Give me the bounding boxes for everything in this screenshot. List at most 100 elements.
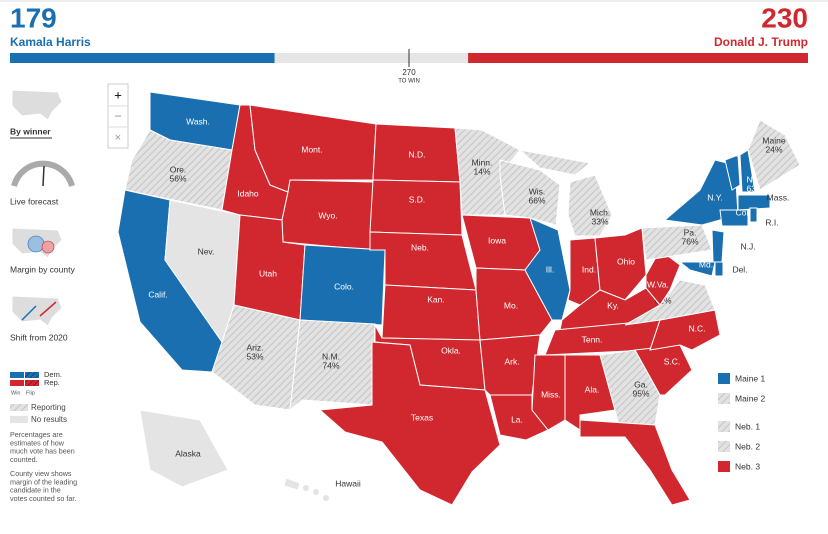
state-label: Kan. bbox=[427, 294, 445, 304]
state-shape bbox=[737, 194, 771, 211]
state[interactable]: Ill. bbox=[524, 217, 571, 321]
state-label: Pa. bbox=[684, 227, 697, 237]
state-label: Fla. bbox=[668, 446, 682, 456]
view-option[interactable]: By winner bbox=[10, 84, 66, 139]
state-label: Maine bbox=[762, 135, 785, 145]
state-label: N.M. bbox=[322, 351, 340, 361]
state[interactable]: Mich.33% bbox=[518, 149, 613, 237]
state-label: Texas bbox=[411, 412, 433, 422]
state-shape bbox=[747, 119, 801, 191]
gauge bbox=[11, 160, 75, 187]
state-shape bbox=[749, 207, 758, 223]
state[interactable]: Hawaii bbox=[283, 477, 361, 491]
us-thumb bbox=[11, 89, 63, 121]
state[interactable]: R.I. bbox=[749, 207, 779, 227]
district-label: Neb. 3 bbox=[735, 461, 760, 471]
state-shape bbox=[719, 209, 749, 227]
state[interactable]: Vt. bbox=[724, 148, 741, 191]
state-shape bbox=[714, 261, 724, 277]
legend-win: Win bbox=[11, 390, 20, 396]
bubble bbox=[41, 240, 55, 254]
note: candidate in the bbox=[10, 486, 61, 495]
legend-reporting: Reporting bbox=[31, 403, 66, 412]
state-label: Hawaii bbox=[335, 478, 361, 488]
state-shape bbox=[678, 261, 716, 277]
district-label: Neb. 1 bbox=[735, 421, 760, 431]
state[interactable]: Ohio bbox=[594, 227, 647, 301]
state[interactable]: Fla. bbox=[579, 419, 691, 506]
state-label: N.J. bbox=[740, 241, 755, 251]
district-swatch bbox=[718, 441, 730, 452]
island bbox=[323, 495, 329, 501]
district[interactable]: Maine 2 bbox=[718, 393, 766, 404]
rep-bar bbox=[468, 53, 808, 63]
state-label: Wash. bbox=[186, 116, 210, 126]
state-label: Tenn. bbox=[582, 334, 603, 344]
win-votes: 270 bbox=[402, 68, 416, 77]
view-label: By winner bbox=[10, 126, 51, 136]
state[interactable]: Pa.76% bbox=[641, 224, 713, 261]
state-label: W.Va. bbox=[647, 279, 669, 289]
state[interactable]: Texas bbox=[318, 341, 501, 506]
state-label: Mo. bbox=[504, 300, 518, 310]
state[interactable]: Del. bbox=[714, 261, 748, 277]
win-label: TO WIN bbox=[398, 79, 420, 85]
zoom-out[interactable]: − bbox=[114, 108, 122, 123]
state[interactable]: Wyo. bbox=[281, 179, 374, 251]
state[interactable]: Mass. bbox=[737, 192, 790, 211]
state-label: Vt. bbox=[730, 148, 740, 158]
state-pct: 24% bbox=[765, 144, 782, 154]
state-label: Del. bbox=[732, 264, 747, 274]
state[interactable]: Conn. bbox=[719, 207, 758, 227]
state-label: Ohio bbox=[617, 256, 635, 266]
district[interactable]: Maine 1 bbox=[718, 373, 766, 384]
state[interactable]: Kan. bbox=[381, 284, 481, 341]
reporting-swatch bbox=[10, 404, 28, 411]
state[interactable]: N.D. bbox=[372, 123, 461, 183]
view-label: Margin by county bbox=[10, 264, 75, 274]
state[interactable]: Neb. bbox=[369, 231, 477, 291]
zoom-in[interactable]: + bbox=[114, 87, 122, 102]
dem-votes: 179 bbox=[10, 2, 57, 33]
district[interactable]: Neb. 3 bbox=[718, 461, 760, 472]
state-label: Md. bbox=[699, 259, 713, 269]
arrow bbox=[21, 305, 37, 321]
reset[interactable]: × bbox=[115, 132, 121, 144]
state-pct: 63% bbox=[746, 183, 763, 193]
state-label: Ore. bbox=[170, 164, 187, 174]
state[interactable]: Iowa bbox=[461, 214, 541, 271]
state-label: Colo. bbox=[334, 281, 354, 291]
state[interactable]: Wis.66% bbox=[499, 159, 561, 226]
state[interactable]: S.D. bbox=[369, 179, 463, 236]
state[interactable]: N.M.74% bbox=[289, 319, 376, 412]
state[interactable]: N.J. bbox=[711, 229, 756, 263]
state[interactable]: Colo. bbox=[299, 244, 386, 326]
dem-bar bbox=[10, 53, 275, 63]
note: votes counted so far. bbox=[10, 494, 76, 503]
district[interactable]: Neb. 1 bbox=[718, 421, 760, 432]
state-label: Mass. bbox=[767, 192, 790, 202]
state[interactable]: Alaska bbox=[139, 409, 229, 488]
state-label: Mich. bbox=[590, 207, 610, 217]
district-label: Neb. 2 bbox=[735, 441, 760, 451]
rep-name: Donald J. Trump bbox=[714, 35, 808, 49]
view-option[interactable]: Shift from 2020 bbox=[10, 290, 68, 342]
state[interactable]: N.H.63% bbox=[739, 149, 764, 193]
bubble bbox=[27, 235, 45, 253]
state[interactable]: Miss. bbox=[531, 354, 566, 431]
state[interactable]: Mont. bbox=[249, 104, 377, 193]
state-label: Ala. bbox=[585, 384, 600, 394]
zoom-controls: + − × bbox=[107, 83, 129, 149]
state-shape bbox=[318, 341, 501, 506]
state-shape bbox=[283, 477, 301, 491]
view-option[interactable]: Live forecast bbox=[10, 154, 75, 206]
district[interactable]: Neb. 2 bbox=[718, 441, 760, 452]
view-option[interactable]: Margin by county bbox=[10, 222, 75, 274]
district-swatch bbox=[718, 461, 730, 472]
state[interactable]: Ark. bbox=[479, 334, 541, 396]
state-shape bbox=[567, 174, 613, 237]
state[interactable]: Md. bbox=[678, 259, 716, 277]
